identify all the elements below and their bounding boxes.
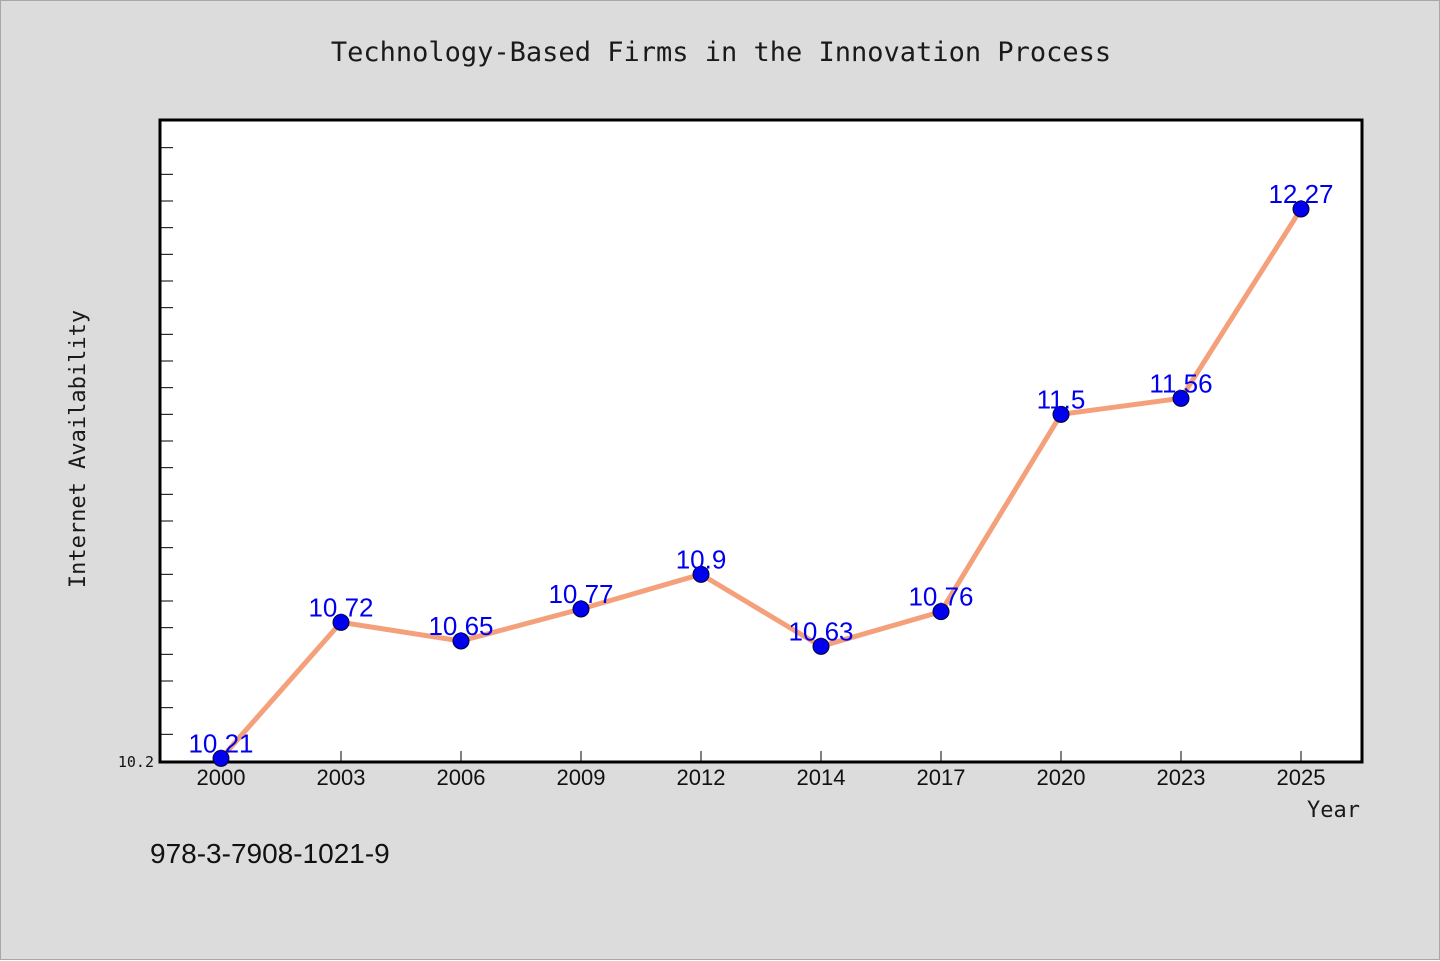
data-point [572,600,590,618]
data-labels: 10.21 10.72 10.65 10.77 10.9 10.63 10.76 11.5 11… [188,179,1333,758]
data-label: 12.27 [1268,179,1333,209]
data-label: 10.65 [428,611,493,641]
data-label: 10.72 [308,592,373,622]
plot-area [158,118,1364,764]
data-label: 10.9 [676,544,727,574]
data-point [212,749,230,767]
data-label: 10.77 [548,579,613,609]
data-point [1292,200,1310,218]
x-tick-label: 2023 [1157,765,1206,790]
x-tick-label: 2000 [197,765,246,790]
x-tick-label: 2006 [437,765,486,790]
data-label: 11.56 [1149,368,1212,398]
x-tick-label: 2025 [1277,765,1326,790]
x-tick-label: 2003 [317,765,366,790]
x-tick-label: 2014 [797,765,846,790]
data-point [692,565,710,583]
y-axis-ticks [161,147,173,735]
chart-title: Technology-Based Firms in the Innovation… [331,37,1111,68]
y-tick-label: 10.2 [118,753,154,771]
series-layer [212,200,1310,767]
x-tick-label: 2020 [1037,765,1086,790]
data-label: 10.21 [188,728,253,758]
x-axis-ticks: 2000 2003 2006 2009 2012 2014 2017 2020 2023 2025 [197,751,1326,790]
data-point [1172,389,1190,407]
data-label: 10.63 [788,616,853,646]
data-point [332,613,350,631]
x-tick-label: 2012 [677,765,726,790]
x-tick-label: 2017 [917,765,966,790]
footer-code: 978-3-7908-1021-9 [150,838,390,869]
x-tick-label: 2009 [557,765,606,790]
data-point [812,637,830,655]
x-axis-label: Year [1307,798,1360,823]
data-label: 10.76 [908,582,973,612]
series-line [218,206,1304,761]
y-axis-label: Internet Availability [66,310,91,588]
data-point [932,603,950,621]
data-point [452,632,470,650]
data-label: 11.5 [1037,384,1086,414]
data-point [1052,405,1070,423]
